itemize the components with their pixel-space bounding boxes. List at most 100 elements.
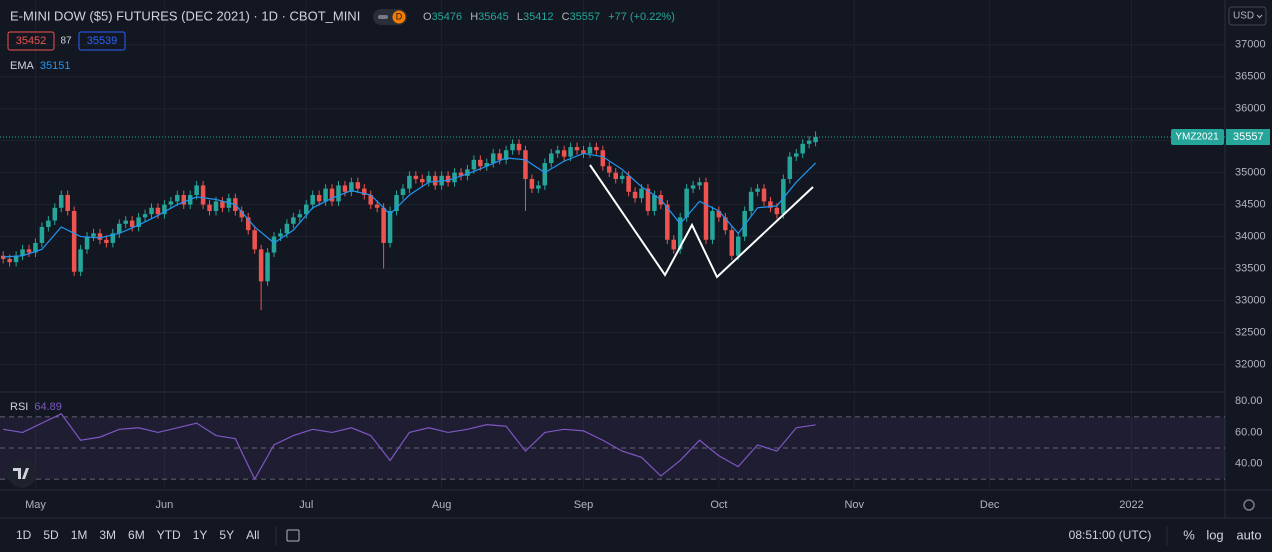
- candle-body: [503, 150, 509, 160]
- currency-button[interactable]: [1228, 6, 1267, 26]
- candle-body: [697, 182, 702, 186]
- ask-box[interactable]: [78, 31, 126, 51]
- logo: [13, 468, 29, 479]
- range-button[interactable]: All: [246, 528, 259, 542]
- range-button[interactable]: 6M: [128, 528, 145, 542]
- candle-body: [542, 163, 548, 186]
- candle-body: [303, 204, 309, 215]
- symbol-label: YMZ2021: [1175, 132, 1219, 143]
- range-button[interactable]: YTD: [157, 528, 181, 542]
- x-tick-label: Jul: [299, 499, 313, 511]
- candle-body: [639, 188, 644, 199]
- rsi-value: 64.89: [34, 401, 62, 413]
- candle-body: [458, 172, 464, 176]
- x-tick-label: May: [25, 499, 46, 511]
- candle-body: [26, 249, 32, 253]
- settings-icon[interactable]: [1243, 499, 1255, 511]
- candle-body: [490, 153, 496, 164]
- candle-body: [407, 175, 412, 189]
- candle-body: [581, 150, 586, 154]
- x-tick-label: Jun: [156, 499, 174, 511]
- y-tick-label: 32000: [1235, 358, 1266, 370]
- candle-body: [748, 191, 754, 211]
- range-button[interactable]: 1M: [71, 528, 88, 542]
- candle-body: [91, 233, 96, 237]
- candle-body: [690, 185, 696, 189]
- range-button[interactable]: 5D: [43, 528, 59, 542]
- badge-circle: [392, 10, 406, 24]
- bid-box[interactable]: [7, 31, 55, 51]
- ema-line: [3, 152, 817, 258]
- badge-letter: D: [396, 11, 403, 21]
- ema-legend: EMA 35151: [10, 60, 70, 72]
- candle-body: [265, 252, 270, 282]
- x-tick-label: Nov: [844, 499, 864, 511]
- candle-body: [471, 159, 477, 170]
- candle-body: [529, 179, 535, 189]
- candle-body: [323, 188, 328, 202]
- candle-body: [39, 226, 45, 243]
- log-toggle[interactable]: log: [1206, 527, 1223, 542]
- x-tick-label: Aug: [432, 499, 452, 511]
- currency[interactable]: USD: [1233, 11, 1254, 22]
- candle-body: [239, 210, 245, 218]
- auto-toggle[interactable]: auto: [1236, 527, 1261, 542]
- candle-body: [394, 195, 399, 211]
- range-buttons: 1D 5D 1M 3M 6M YTD 1Y 5Y All: [16, 528, 259, 542]
- candle-body: [484, 163, 490, 167]
- candle-body: [58, 195, 64, 208]
- candle-body: [755, 188, 760, 192]
- candle-body: [175, 195, 180, 202]
- candle-body: [478, 159, 483, 167]
- w-pattern-drawing: [589, 164, 814, 279]
- candle-body: [291, 217, 296, 224]
- candle-body: [452, 172, 457, 183]
- range-button[interactable]: 1D: [16, 528, 32, 542]
- percent-toggle[interactable]: %: [1183, 527, 1195, 542]
- candle-body: [400, 188, 406, 195]
- candle-body: [7, 258, 12, 263]
- candle-body: [742, 210, 747, 237]
- ohlc-label: C: [562, 11, 570, 23]
- candle-body: [600, 150, 606, 167]
- ohlc-value: 35557: [570, 11, 601, 23]
- candle-body: [329, 188, 335, 202]
- y-tick-label: 33500: [1235, 262, 1266, 274]
- candle-body: [0, 255, 6, 259]
- candle-body: [97, 233, 103, 240]
- candle-body: [774, 207, 780, 215]
- candle-body: [181, 195, 187, 205]
- y-tick-label: 37000: [1235, 39, 1266, 51]
- candle-body: [142, 214, 148, 218]
- candle-body: [594, 147, 599, 151]
- bid[interactable]: 35452: [16, 35, 47, 47]
- range-button[interactable]: 3M: [99, 528, 116, 542]
- candle-body: [310, 195, 315, 205]
- ohlc-value: 35412: [523, 11, 554, 23]
- candle-body: [52, 207, 58, 221]
- rsi-legend: RSI 64.89: [10, 401, 62, 413]
- candle-body: [568, 147, 573, 157]
- candle-body: [207, 204, 212, 211]
- ohlc-value: 35476: [432, 11, 463, 23]
- candle-body: [117, 223, 122, 234]
- candle-body: [129, 220, 135, 227]
- candle-body: [677, 217, 683, 250]
- candle-body: [510, 143, 515, 151]
- candle-body: [336, 185, 341, 202]
- candle-body: [362, 188, 367, 195]
- candle-body: [110, 233, 116, 243]
- range-button[interactable]: 5Y: [219, 528, 234, 542]
- candle-body: [413, 175, 419, 180]
- candle-body: [587, 147, 593, 154]
- ask[interactable]: 35539: [87, 35, 118, 47]
- ohlc-legend: O35476 H35645 L35412 C35557 +77 (+0.22%): [423, 11, 675, 23]
- candle-body: [84, 236, 90, 250]
- grid: [0, 0, 1225, 490]
- range-button[interactable]: 1Y: [193, 528, 208, 542]
- candle-body: [194, 185, 199, 195]
- candle-body: [168, 201, 174, 205]
- goto-date-icon[interactable]: [286, 529, 300, 542]
